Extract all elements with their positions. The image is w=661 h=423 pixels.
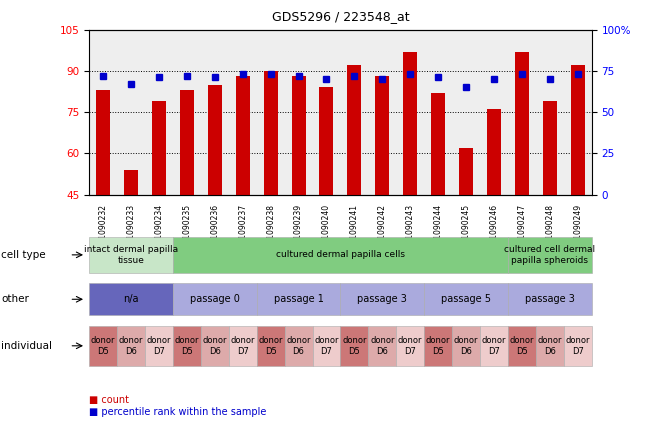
Bar [348,66,362,195]
Text: donor
D6: donor D6 [286,336,311,355]
Text: cultured dermal papilla cells: cultured dermal papilla cells [276,250,405,259]
Text: donor
D6: donor D6 [202,336,227,355]
Text: donor
D6: donor D6 [537,336,562,355]
Text: donor
D5: donor D5 [91,336,116,355]
Bar [124,170,138,195]
Text: passage 3: passage 3 [358,294,407,304]
Bar [180,90,194,195]
Bar [375,77,389,195]
Text: passage 1: passage 1 [274,294,323,304]
Bar [459,148,473,195]
Bar [319,88,333,195]
Text: GDS5296 / 223548_at: GDS5296 / 223548_at [272,10,409,23]
Bar [543,101,557,195]
Text: cell type: cell type [1,250,46,260]
Bar [264,71,278,195]
Text: donor
D7: donor D7 [482,336,506,355]
Bar [403,52,417,195]
Text: individual: individual [1,341,52,351]
Bar [570,66,584,195]
Bar [97,90,110,195]
Bar [431,93,445,195]
Text: donor
D7: donor D7 [314,336,338,355]
Text: donor
D7: donor D7 [147,336,171,355]
Text: donor
D5: donor D5 [342,336,367,355]
Text: donor
D7: donor D7 [565,336,590,355]
Text: ■ percentile rank within the sample: ■ percentile rank within the sample [89,407,266,418]
Bar [515,52,529,195]
Text: passage 5: passage 5 [441,294,491,304]
Text: passage 3: passage 3 [525,294,574,304]
Text: cultured cell dermal
papilla spheroids: cultured cell dermal papilla spheroids [504,245,596,264]
Text: donor
D7: donor D7 [231,336,255,355]
Text: donor
D6: donor D6 [119,336,143,355]
Text: donor
D7: donor D7 [398,336,422,355]
Bar [292,77,305,195]
Text: donor
D5: donor D5 [426,336,450,355]
Bar [208,85,222,195]
Bar [487,110,501,195]
Text: other: other [1,294,29,304]
Text: n/a: n/a [124,294,139,304]
Text: donor
D5: donor D5 [510,336,534,355]
Text: donor
D6: donor D6 [370,336,395,355]
Bar [236,77,250,195]
Text: donor
D5: donor D5 [175,336,199,355]
Text: passage 0: passage 0 [190,294,240,304]
Text: ■ count: ■ count [89,395,130,405]
Text: donor
D6: donor D6 [453,336,479,355]
Text: donor
D5: donor D5 [258,336,283,355]
Bar [152,101,166,195]
Text: intact dermal papilla
tissue: intact dermal papilla tissue [84,245,178,264]
